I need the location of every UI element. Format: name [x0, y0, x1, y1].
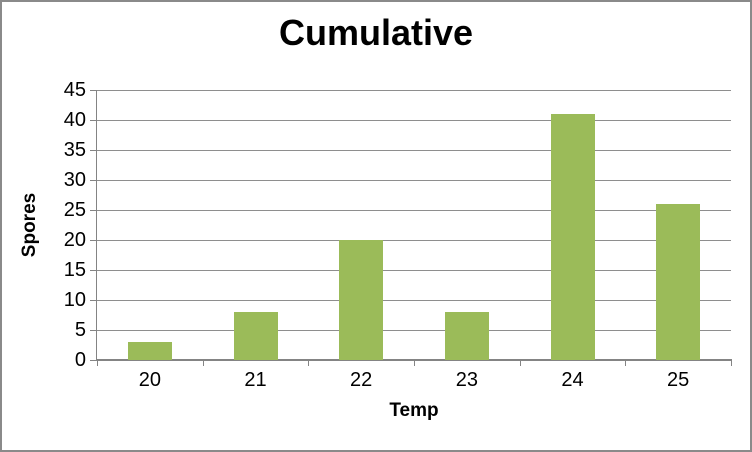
- y-axis-tick-10: [90, 300, 96, 301]
- x-tick-label-20: 20: [138, 369, 161, 391]
- gridline-45: [97, 90, 731, 91]
- x-axis-tick-5: [625, 361, 627, 366]
- x-axis-tick-2: [308, 361, 310, 366]
- gridline-40: [97, 120, 731, 121]
- gridline-15: [97, 270, 731, 271]
- y-axis-line: [96, 90, 97, 360]
- x-tick-label-22: 22: [350, 369, 373, 391]
- bar-23: [444, 312, 489, 360]
- plot-area: [97, 90, 731, 360]
- x-tick-label-24: 24: [561, 369, 584, 391]
- bar-20: [127, 342, 172, 360]
- gridline-35: [97, 150, 731, 151]
- y-tick-label-30: 30: [63, 169, 86, 191]
- y-axis-tick-20: [90, 240, 96, 241]
- y-axis-title: Spores: [19, 192, 40, 258]
- y-tick-label-0: 0: [74, 349, 86, 371]
- y-tick-label-20: 20: [63, 229, 86, 251]
- gridline-10: [97, 300, 731, 301]
- x-axis-tick-1: [202, 361, 204, 366]
- y-axis-tick-40: [90, 120, 96, 121]
- x-axis-tick-0: [97, 361, 98, 366]
- y-tick-label-25: 25: [63, 199, 86, 221]
- gridline-25: [97, 210, 731, 211]
- gridline-5: [97, 330, 731, 331]
- y-axis-tick-15: [90, 270, 96, 271]
- y-axis-tick-25: [90, 210, 96, 211]
- y-tick-label-45: 45: [63, 79, 86, 101]
- x-tick-label-25: 25: [667, 369, 690, 391]
- x-tick-label-23: 23: [455, 369, 478, 391]
- bar-25: [656, 204, 701, 360]
- y-tick-label-5: 5: [74, 319, 86, 341]
- gridline-20: [97, 240, 731, 241]
- x-axis-tick-3: [414, 361, 415, 366]
- y-axis-tick-45: [90, 90, 96, 91]
- y-tick-label-35: 35: [63, 139, 86, 161]
- y-axis-tick-0: [90, 360, 96, 361]
- y-tick-label-40: 40: [63, 109, 86, 131]
- bar-21: [233, 312, 278, 360]
- y-axis-tick-35: [90, 150, 96, 151]
- y-tick-label-10: 10: [63, 289, 86, 311]
- x-axis-tick-6: [731, 361, 732, 366]
- x-tick-label-21: 21: [244, 369, 267, 391]
- y-axis-tick-5: [90, 330, 96, 331]
- x-axis-line: [96, 359, 732, 361]
- bar-24: [550, 114, 595, 360]
- x-axis-tick-4: [519, 361, 521, 366]
- y-tick-label-15: 15: [63, 259, 86, 281]
- chart-title: Cumulative: [278, 12, 474, 53]
- y-axis-tick-30: [90, 180, 96, 181]
- x-axis-title: Temp: [389, 400, 439, 421]
- bar-22: [339, 240, 384, 360]
- gridline-30: [97, 180, 731, 181]
